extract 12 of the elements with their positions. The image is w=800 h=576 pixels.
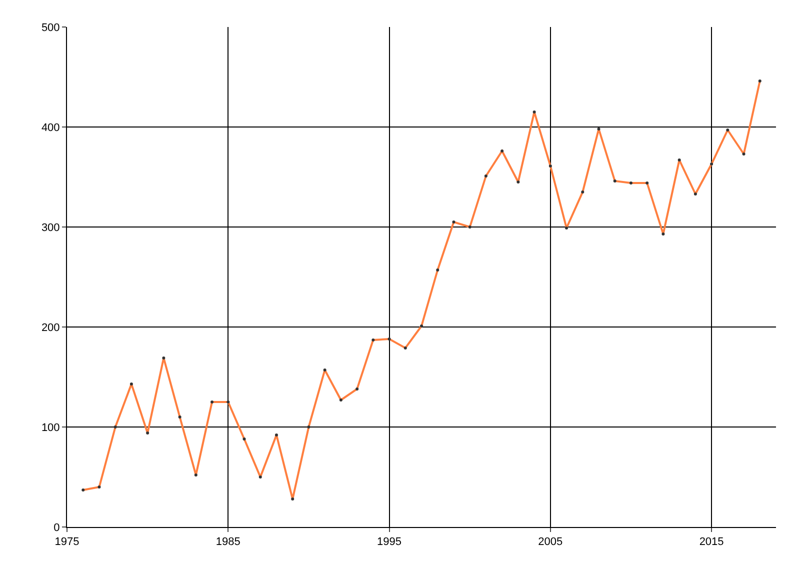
x-tick-label: 1995 [377,536,402,548]
y-tick-label: 200 [41,322,60,334]
x-tick-label: 2005 [538,536,563,548]
x-tick-label: 2015 [699,536,724,548]
y-tick-label: 100 [41,422,60,434]
x-tick-label: 1975 [54,536,80,548]
y-tick-label: 500 [41,22,60,34]
y-tick-label: 300 [41,222,60,234]
y-tick-label: 400 [41,122,60,134]
line-series [82,80,762,500]
y-tick-label: 0 [54,522,60,534]
x-tick-label: 1985 [216,536,240,548]
